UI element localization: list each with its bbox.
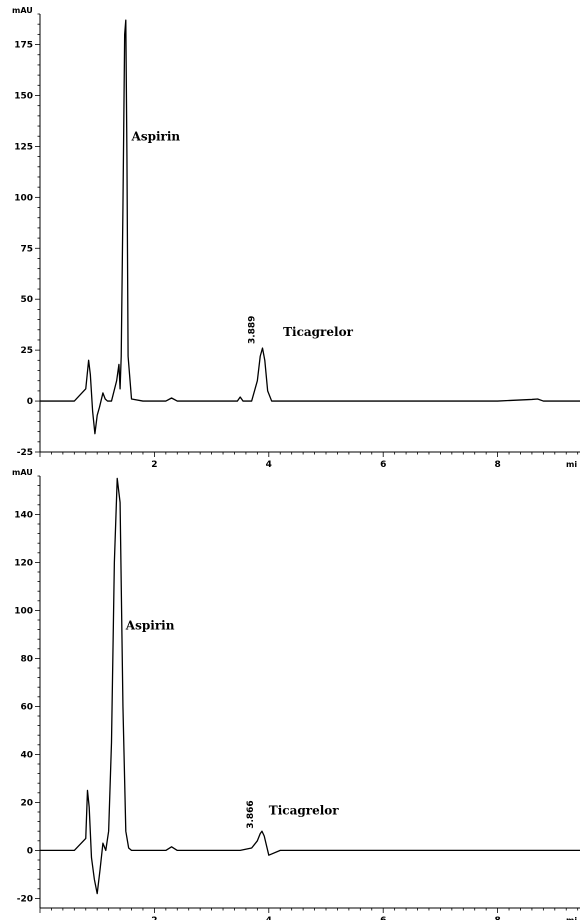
y-tick-label: 120 (14, 558, 33, 568)
retention-time-label: 3.866 (246, 800, 256, 828)
y-tick-label: 125 (14, 142, 33, 152)
y-tick-label: 150 (14, 91, 33, 101)
retention-time-label: 3.889 (248, 316, 258, 344)
y-tick-label: -20 (17, 894, 33, 904)
y-tick-label: -25 (17, 448, 33, 458)
peak-label-aspirin: Aspirin (125, 619, 175, 633)
x-tick-label: 2 (151, 916, 157, 920)
peak-label-ticagrelor: Ticagrelor (269, 803, 339, 817)
x-tick-label: 4 (266, 460, 272, 470)
y-tick-label: 40 (20, 750, 33, 760)
chromatogram-bottom: -20 0 20 40 60 80 100 120 140 2 4 6 8 mAU mi Aspirin Tic… (12, 468, 580, 920)
y-tick-label: 60 (20, 702, 33, 712)
y-tick-label: 0 (27, 846, 33, 856)
peak-label-aspirin: Aspirin (131, 129, 181, 143)
x-tick-label: 8 (494, 916, 500, 920)
chromatogram-trace (40, 477, 580, 895)
x-tick-label: 6 (380, 916, 386, 920)
y-tick-label: 80 (20, 654, 33, 664)
y-tick-label: 25 (20, 346, 33, 356)
y-tick-label: 100 (14, 606, 33, 616)
y-tick-label: 75 (20, 244, 33, 254)
chromatogram-trace (40, 19, 580, 435)
x-axis-unit-label: mi (566, 460, 577, 469)
chromatogram-top: -25 0 25 50 75 100 125 150 175 2 4 6 8 mAU mi Aspirin Ti… (12, 6, 580, 470)
y-tick-label: 100 (14, 193, 33, 203)
x-tick-label: 8 (494, 460, 500, 470)
y-tick-label: 175 (14, 41, 33, 51)
y-tick-label: 140 (14, 510, 33, 520)
y-tick-label: 0 (27, 397, 33, 407)
y-tick-label: 50 (20, 295, 33, 305)
y-axis-unit-label: mAU (12, 468, 33, 477)
y-axis-unit-label: mAU (12, 6, 33, 15)
x-tick-label: 4 (266, 916, 272, 920)
y-tick-label: 20 (20, 798, 33, 808)
peak-label-ticagrelor: Ticagrelor (283, 325, 353, 339)
x-axis-unit-label: mi (566, 916, 577, 920)
x-tick-label: 6 (380, 460, 386, 470)
x-tick-label: 2 (151, 460, 157, 470)
